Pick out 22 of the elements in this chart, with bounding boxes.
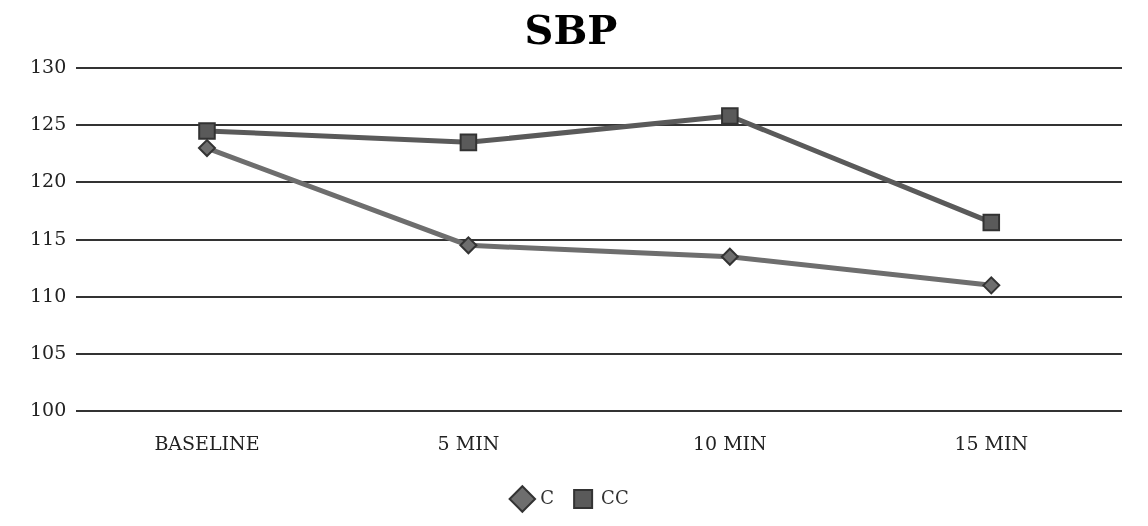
point [720,247,739,266]
y-tick-label: 100 [30,398,67,421]
point [982,213,1001,232]
point [982,276,1001,295]
point [198,122,216,140]
point [721,107,739,125]
point [459,133,478,152]
y-tick-label: 115 [30,226,67,249]
x-tick-label: 5 MIN [437,431,500,454]
y-tick-label: 130 [30,54,67,77]
legend-label: CC [601,486,629,508]
x-tick-label: 10 MIN [692,431,767,454]
x-tick-label: 15 MIN [954,431,1029,454]
chart-title: SBP [524,6,618,54]
y-tick-label: 125 [30,112,67,135]
y-tick-label: 110 [30,283,67,306]
point [197,139,216,158]
y-tick-label: 120 [30,169,67,192]
point [459,236,478,255]
legend-label: C [540,486,555,508]
y-tick-label: 105 [30,340,67,363]
x-tick-label: BASELINE [154,431,260,454]
